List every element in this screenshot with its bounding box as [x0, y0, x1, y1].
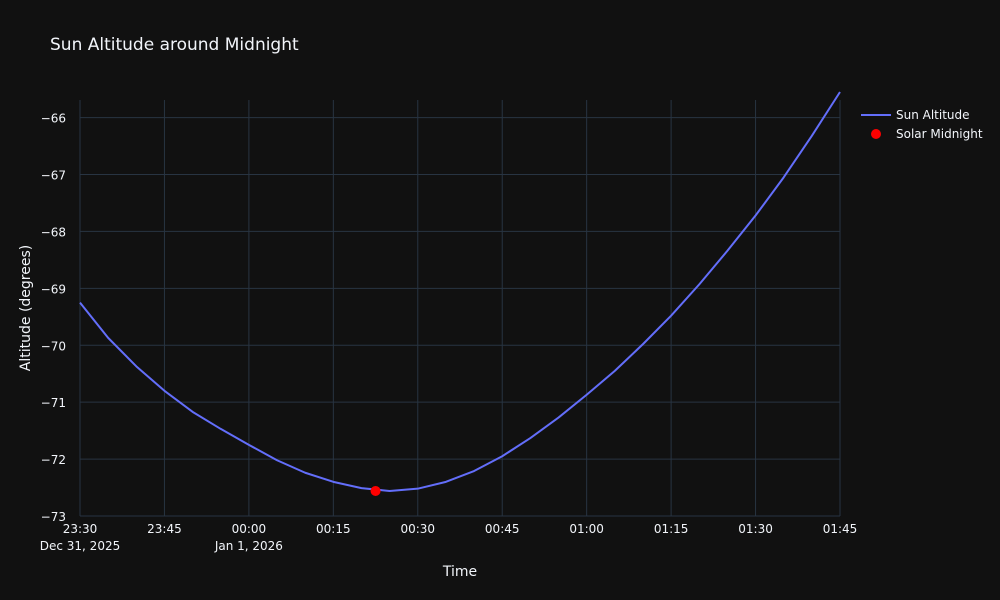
y-tick-label: −71 — [41, 396, 66, 410]
y-tick-labels: −73 −72 −71 −70 −69 −68 −67 −66 — [41, 112, 66, 524]
x-tick-label: 01:15 — [654, 522, 689, 536]
x-tick-label: 00:00 — [232, 522, 267, 536]
x-tick-labels: 23:30 Dec 31, 2025 23:45 00:00 Jan 1, 2026 00… — [40, 522, 858, 553]
marker-solar-midnight — [370, 485, 381, 496]
y-tick-label: −66 — [41, 112, 66, 126]
y-gridlines — [80, 117, 840, 517]
x-tick-sublabel: Dec 31, 2025 — [40, 539, 120, 553]
x-tick-label: 23:30 — [63, 522, 98, 536]
legend: Sun Altitude Solar Midnight — [861, 108, 983, 141]
y-tick-label: −70 — [41, 339, 66, 353]
legend-item-label[interactable]: Sun Altitude — [896, 108, 970, 122]
x-tick-label: 00:15 — [316, 522, 351, 536]
y-tick-label: −69 — [41, 282, 66, 296]
x-axis-label: Time — [442, 564, 477, 580]
plot-area — [79, 91, 841, 496]
y-tick-label: −68 — [41, 225, 66, 239]
y-tick-label: −72 — [41, 453, 66, 467]
x-tick-label: 01:00 — [569, 522, 604, 536]
legend-item-label[interactable]: Solar Midnight — [896, 127, 983, 141]
series-line-sun-altitude — [79, 91, 841, 492]
y-axis-label: Altitude (degrees) — [18, 245, 34, 371]
x-tick-label: 00:30 — [400, 522, 435, 536]
legend-swatch-marker — [871, 129, 881, 139]
x-tick-label: 23:45 — [147, 522, 182, 536]
y-tick-label: −73 — [41, 510, 66, 524]
x-tick-label: 01:45 — [823, 522, 858, 536]
chart-title: Sun Altitude around Midnight — [50, 35, 299, 55]
x-tick-label: 01:30 — [738, 522, 773, 536]
x-tick-sublabel: Jan 1, 2026 — [214, 539, 283, 553]
y-tick-label: −67 — [41, 169, 66, 183]
x-tick-label: 00:45 — [485, 522, 520, 536]
x-gridlines — [79, 100, 841, 516]
